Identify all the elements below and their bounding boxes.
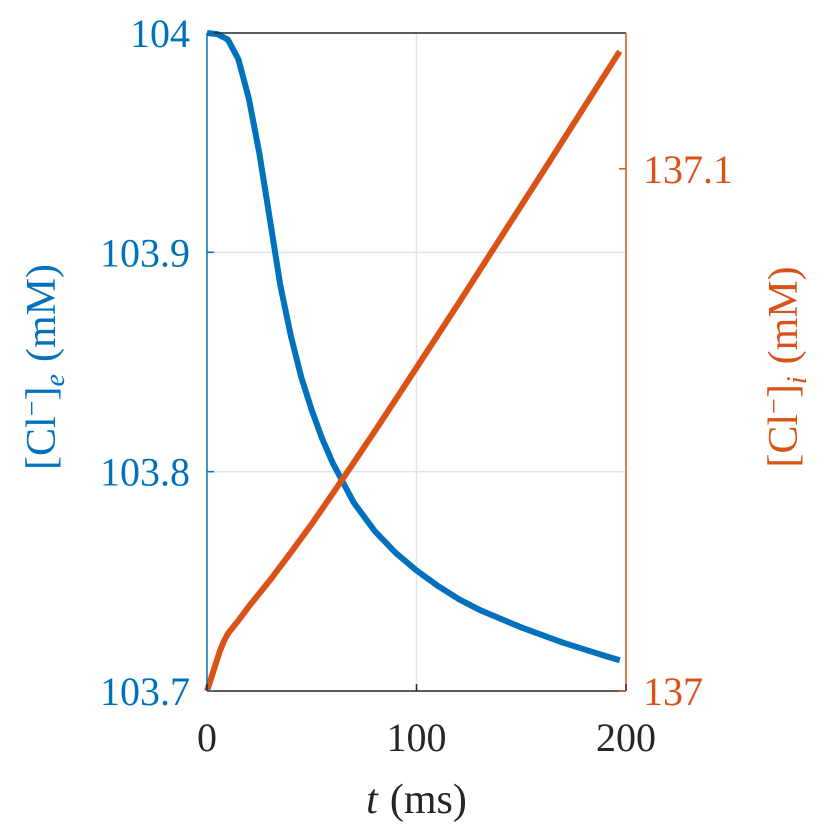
x-tick-label: 200 bbox=[596, 715, 656, 760]
left-series-line bbox=[206, 30, 621, 664]
axes bbox=[206, 32, 627, 692]
right-series-line bbox=[204, 49, 623, 692]
x-tick-label: 0 bbox=[197, 715, 217, 760]
y-right-tick-label: 137 bbox=[643, 669, 703, 714]
y-left-tick-label: 103.9 bbox=[100, 230, 190, 275]
y-right-tick-label: 137.1 bbox=[643, 147, 733, 192]
series-lines bbox=[204, 30, 623, 692]
x-tick-label: 100 bbox=[387, 715, 447, 760]
y-left-tick-label: 103.8 bbox=[100, 450, 190, 495]
y-right-axis-label: [Cl−]i(mM) bbox=[759, 266, 813, 467]
y-left-tick-label: 103.7 bbox=[100, 669, 190, 714]
y-left-axis-label: [Cl−]e(mM) bbox=[17, 264, 71, 470]
x-axis-label: t (ms) bbox=[366, 777, 467, 823]
y-left-tick-label: 104 bbox=[130, 11, 190, 56]
grid-lines bbox=[207, 33, 626, 691]
tick-labels: 0 100 200 103.7 103.8 103.9 104 137 137.1 bbox=[100, 11, 733, 760]
